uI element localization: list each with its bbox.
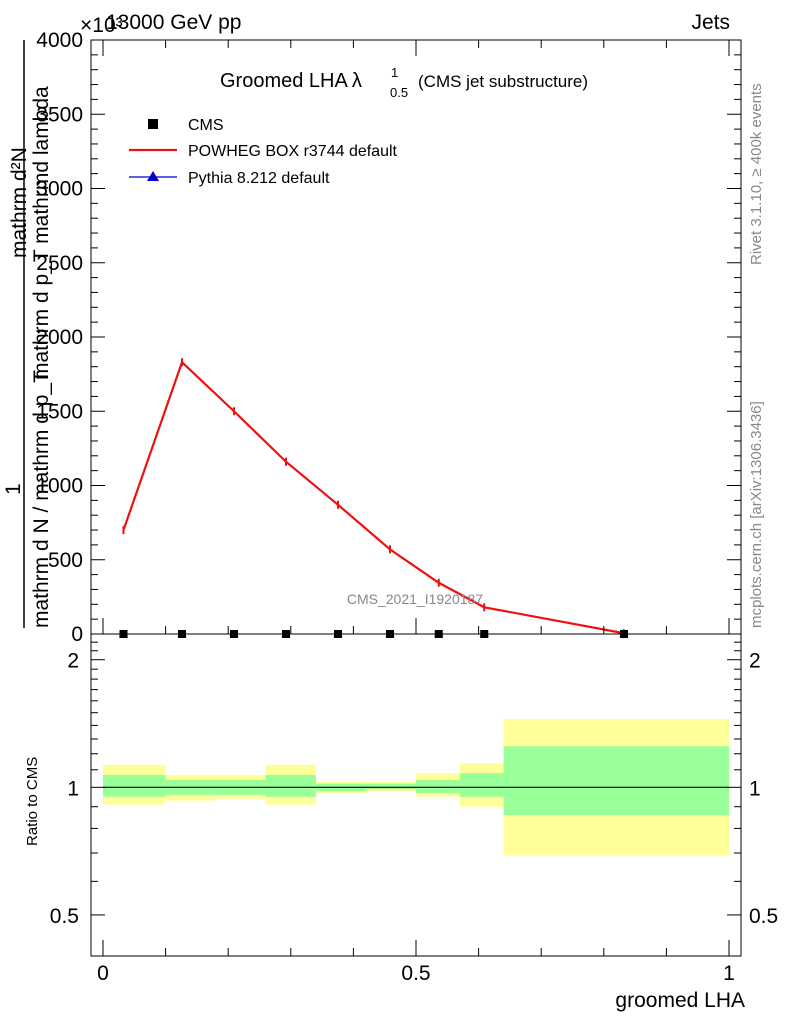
ratio-y-tick-label-right: 2 (749, 650, 761, 673)
y-tick-label: 2000 (36, 326, 83, 349)
y-tick-label: 1500 (36, 400, 83, 423)
title-lambda: λ (352, 70, 362, 92)
y-tick-label: 3000 (36, 178, 83, 201)
title-sup: 1 (391, 65, 398, 80)
ratio-y-tick-label: 2 (67, 650, 79, 673)
title-main: Groomed LHA (220, 70, 348, 92)
rivet-label: Rivet 3.1.10, ≥ 400k events (748, 83, 765, 265)
y-tick-label: 500 (48, 549, 83, 572)
mcplots-label: mcplots.cern.ch [arXiv:1306.3436] (748, 401, 765, 628)
ratio-y-label: Ratio to CMS (24, 757, 41, 846)
ratio-band-inner (416, 780, 460, 793)
ratio-y-tick-label: 0.5 (50, 905, 79, 928)
ylabel-one: 1 (2, 483, 25, 495)
analysis-watermark: CMS_2021_I1920187 (347, 591, 483, 607)
title-suffix: (CMS jet substructure) (418, 72, 588, 91)
ratio-y-tick-label-right: 0.5 (749, 905, 778, 928)
y-tick-label: 0 (71, 623, 83, 646)
ratio-panel: 0.5 0.5 1 1 2 2 0 0.5 1 (50, 40, 778, 985)
legend: CMS POWHEG BOX r3744 default Pythia 8.21… (129, 117, 398, 187)
ratio-y-tick-label: 1 (67, 777, 79, 800)
title-sub: 0.5 (390, 85, 408, 100)
ylabel-denominator: mathrm d N / mathrm d p_T (30, 370, 53, 628)
x-tick-label: 0 (97, 962, 109, 985)
ratio-y-tick-label-right: 1 (749, 777, 761, 800)
ratio-band-inner (503, 746, 729, 816)
y-axis-label: mathrm d²N mathrm d p_T mathrmd lambda 1… (2, 40, 53, 628)
x-axis-label: groomed LHA (615, 989, 745, 1012)
legend-label-pythia: Pythia 8.212 default (188, 170, 330, 187)
legend-marker-pythia (147, 171, 159, 181)
x-tick-label: 0.5 (401, 962, 430, 985)
x-tick-label: 1 (723, 962, 735, 985)
y-tick-label: 2500 (36, 252, 83, 275)
ylabel-numerator-mid: mathrm d p_T mathrmd lambda (30, 86, 53, 380)
y-tick-label: 4000 (36, 29, 83, 52)
main-panel: 0 500 1000 1500 2000 2500 3000 3500 4000 (36, 29, 742, 646)
y-tick-label: 3500 (36, 103, 83, 126)
ratio-band-inner (265, 774, 316, 797)
y-tick-label: 1000 (36, 475, 83, 498)
header-right: Jets (691, 11, 730, 34)
header-exponent: ×10³ (80, 14, 123, 37)
ratio-band-inner (103, 774, 166, 797)
ratio-band-inner (459, 773, 504, 797)
legend-label-cms: CMS (188, 117, 224, 134)
plot-title: Groomed LHA λ 1 0.5 (CMS jet substructure… (220, 65, 588, 100)
ylabel-numerator: mathrm d²N (8, 147, 31, 258)
legend-marker-cms (148, 119, 158, 129)
header-left: 13000 GeV pp (106, 11, 241, 34)
ratio-band-inner (365, 783, 416, 790)
legend-label-powheg: POWHEG BOX r3744 default (188, 143, 398, 160)
